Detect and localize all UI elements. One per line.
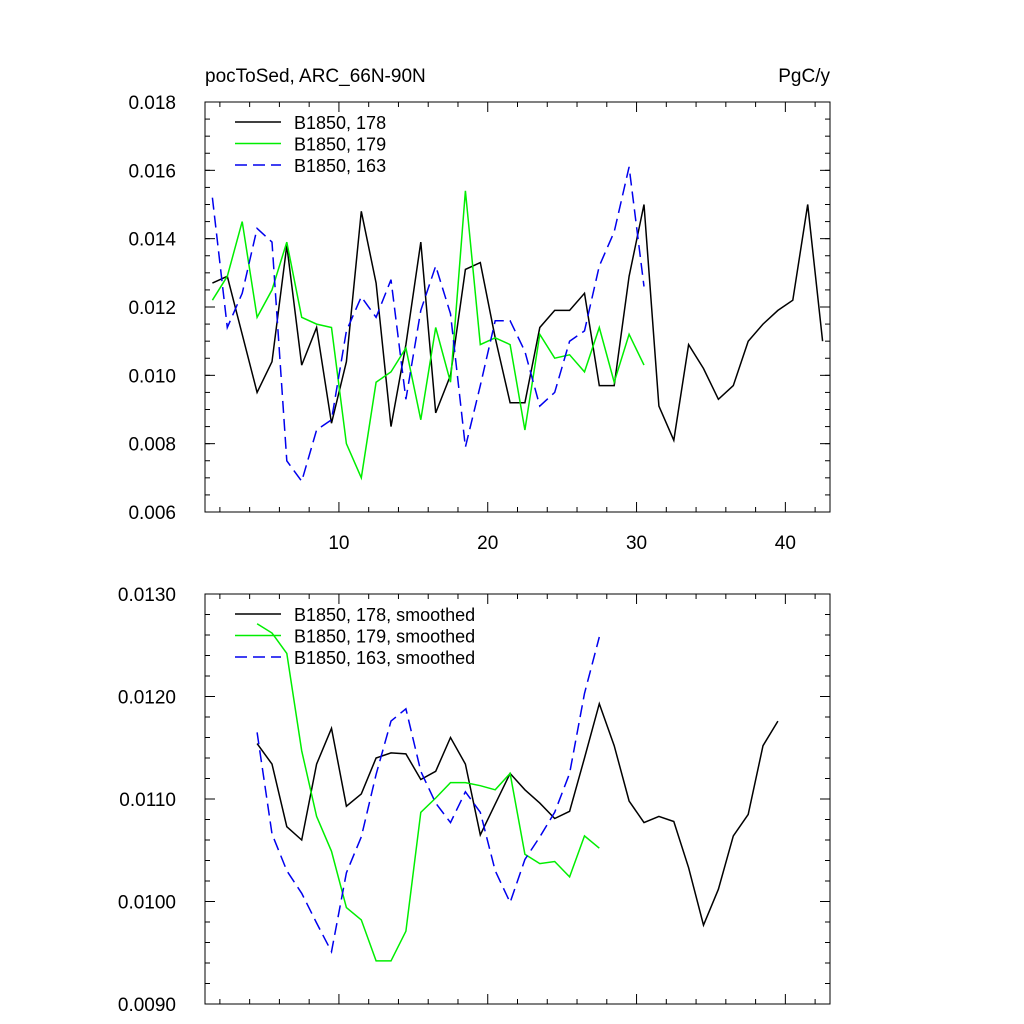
y-tick-label: 0.0100 <box>118 893 176 914</box>
x-tick-label: 10 <box>328 533 349 554</box>
top-panel: 10 20 30 40 0.006 0.008 0.010 0.012 0.014 0.016 0.… <box>128 66 831 554</box>
y-tick-label: 0.0090 <box>118 995 176 1016</box>
series-line <box>256 636 601 954</box>
legend-label: B1850, 179 <box>294 135 386 155</box>
series-line <box>256 623 600 962</box>
legend-label: B1850, 163, smoothed <box>294 648 475 668</box>
y-tick-label: 0.010 <box>128 366 176 387</box>
x-tick-label: 20 <box>477 533 498 554</box>
y-tick-label: 0.006 <box>128 503 176 524</box>
legend-label: B1850, 178, smoothed <box>294 605 475 625</box>
chart-title-left: pocToSed, ARC_66N-90N <box>205 66 426 87</box>
series-line <box>212 204 824 443</box>
x-tick-label: 40 <box>775 533 796 554</box>
y-tick-label: 0.018 <box>128 93 176 114</box>
series-line <box>211 166 645 483</box>
y-tick-label: 0.0110 <box>119 790 176 811</box>
legend-label: B1850, 163 <box>294 156 386 176</box>
series-line <box>211 190 645 481</box>
chart-title-right: PgC/y <box>778 66 830 87</box>
y-tick-label: 0.008 <box>128 435 176 456</box>
y-tick-label: 0.016 <box>128 161 176 182</box>
y-tick-label: 0.012 <box>128 298 176 319</box>
series-line <box>256 701 779 928</box>
bottom-panel: 0.0090 0.0100 0.0110 0.0120 0.0130 B1850, 178… <box>118 585 831 1016</box>
y-tick-label: 0.014 <box>128 230 176 251</box>
legend-label: B1850, 179, smoothed <box>294 627 475 647</box>
y-tick-label: 0.0120 <box>118 688 176 709</box>
legend-label: B1850, 178 <box>294 113 386 133</box>
x-tick-label: 30 <box>626 533 647 554</box>
y-tick-label: 0.0130 <box>118 585 176 606</box>
